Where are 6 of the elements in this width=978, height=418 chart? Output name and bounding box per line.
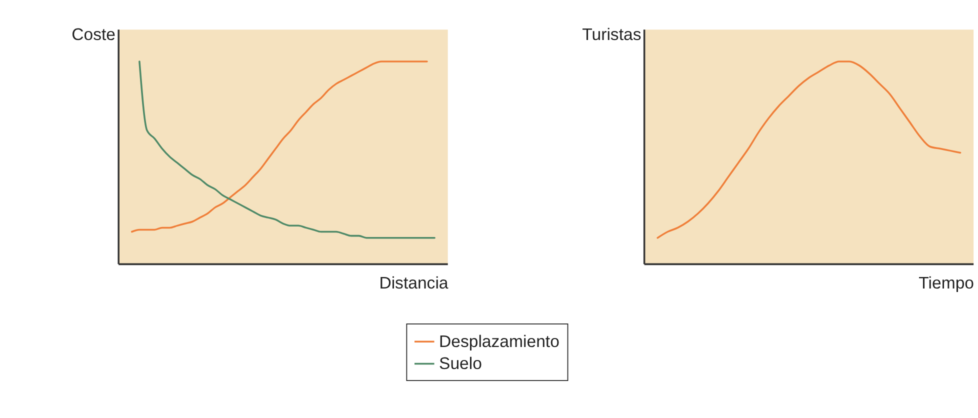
x-axis-title: Distancia [379,274,449,293]
legend-label: Desplazamiento [438,332,560,351]
y-axis-title: Turistas [582,24,642,44]
legend-label: Suelo [438,354,482,374]
y-axis-title: Coste [72,24,116,44]
x-axis-title: Tiempo [918,274,974,293]
